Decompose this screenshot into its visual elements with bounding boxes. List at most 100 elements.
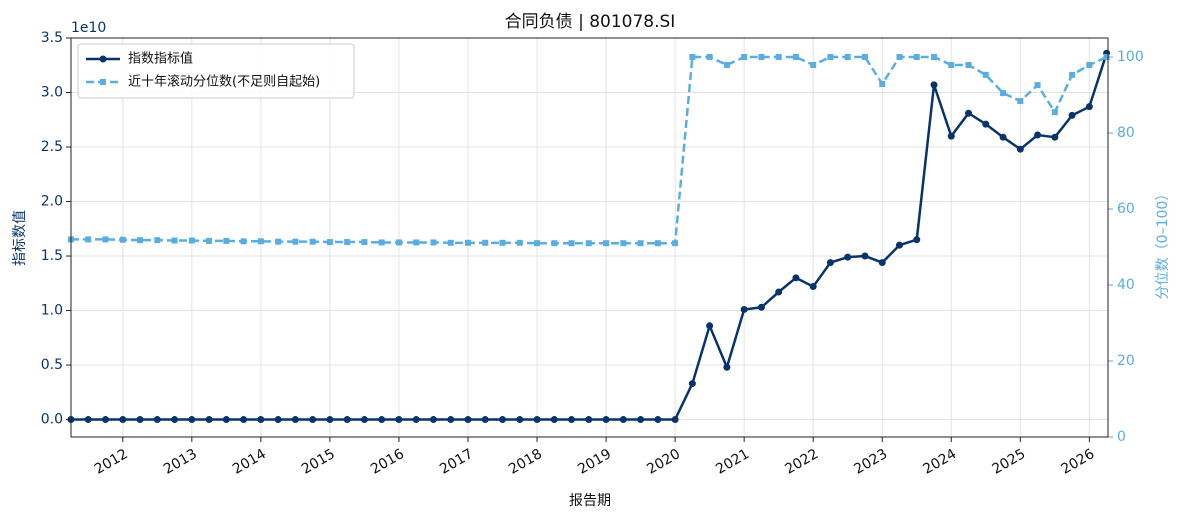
point <box>292 238 299 245</box>
point <box>982 71 989 78</box>
point <box>861 252 869 260</box>
point <box>1103 54 1110 60</box>
point <box>429 416 437 424</box>
point <box>119 416 127 424</box>
y-axis-label: 指标数值 <box>12 210 28 266</box>
point <box>154 237 161 244</box>
point <box>585 416 593 424</box>
y2-tick-label: 60 <box>1117 201 1135 217</box>
y-tick-label: 0.5 <box>41 357 63 373</box>
y-offset-label: 1e10 <box>71 20 106 36</box>
point <box>723 61 730 68</box>
point <box>482 239 489 246</box>
legend-marker <box>100 79 106 85</box>
point <box>706 54 713 60</box>
point <box>378 239 385 246</box>
point <box>309 238 316 245</box>
point <box>878 259 886 267</box>
point <box>758 54 765 60</box>
y2-tick-label: 40 <box>1117 277 1135 293</box>
y-tick-label: 2.0 <box>41 194 63 210</box>
point <box>1051 133 1059 141</box>
point <box>378 416 386 424</box>
point <box>326 239 333 246</box>
point <box>585 240 592 247</box>
point <box>137 237 144 244</box>
point <box>119 236 126 243</box>
point <box>689 54 696 60</box>
point <box>171 237 178 244</box>
point <box>275 238 282 245</box>
point <box>982 120 990 128</box>
point <box>1068 111 1076 119</box>
point <box>395 416 403 424</box>
plot-frame <box>70 37 1109 438</box>
point <box>395 239 402 246</box>
point <box>206 237 213 244</box>
point <box>999 133 1007 141</box>
point <box>947 132 955 140</box>
point <box>188 237 195 244</box>
point <box>809 283 817 291</box>
point <box>534 240 541 247</box>
point <box>464 416 472 424</box>
y2-tick-label: 100 <box>1117 49 1144 65</box>
point <box>84 416 92 424</box>
point <box>516 239 523 246</box>
point <box>826 259 834 267</box>
point <box>965 109 973 117</box>
point <box>1016 145 1024 153</box>
point <box>551 240 558 247</box>
point <box>1017 98 1024 105</box>
point <box>516 416 524 424</box>
point <box>741 54 748 60</box>
point <box>602 416 610 424</box>
point <box>240 416 248 424</box>
legend-marker <box>99 55 107 63</box>
point <box>291 416 299 424</box>
x-axis-label: 报告期 <box>569 493 611 509</box>
point <box>654 416 662 424</box>
point <box>775 54 782 60</box>
point <box>136 416 144 424</box>
point <box>688 380 696 388</box>
point <box>775 288 783 296</box>
point <box>895 241 903 249</box>
point <box>879 80 886 87</box>
y2-tick-label: 20 <box>1117 353 1135 369</box>
point <box>757 303 765 311</box>
point <box>447 416 455 424</box>
point <box>102 416 110 424</box>
point <box>568 240 575 247</box>
y-tick-label: 1.5 <box>41 248 63 264</box>
point <box>413 239 420 246</box>
point <box>274 416 282 424</box>
point <box>1034 131 1042 139</box>
point <box>637 240 644 247</box>
point <box>603 240 610 247</box>
point <box>326 416 334 424</box>
legend-label: 近十年滚动分位数(不足则自起始) <box>128 74 320 90</box>
point <box>223 237 230 244</box>
point <box>844 253 852 261</box>
y2-tick-label: 0 <box>1117 429 1126 445</box>
point <box>102 236 109 243</box>
point <box>430 239 437 246</box>
point <box>948 61 955 68</box>
legend-label: 指数指标值 <box>128 51 193 67</box>
point <box>654 240 661 247</box>
point <box>913 236 921 244</box>
point <box>447 239 454 246</box>
point <box>257 238 264 245</box>
point <box>188 416 196 424</box>
point <box>1034 82 1041 89</box>
point <box>361 239 368 246</box>
point <box>671 416 679 424</box>
point <box>1000 90 1007 97</box>
point <box>637 416 645 424</box>
point <box>499 239 506 246</box>
y-tick-label: 3.0 <box>41 85 63 101</box>
y-tick-label: 0.0 <box>41 412 63 428</box>
